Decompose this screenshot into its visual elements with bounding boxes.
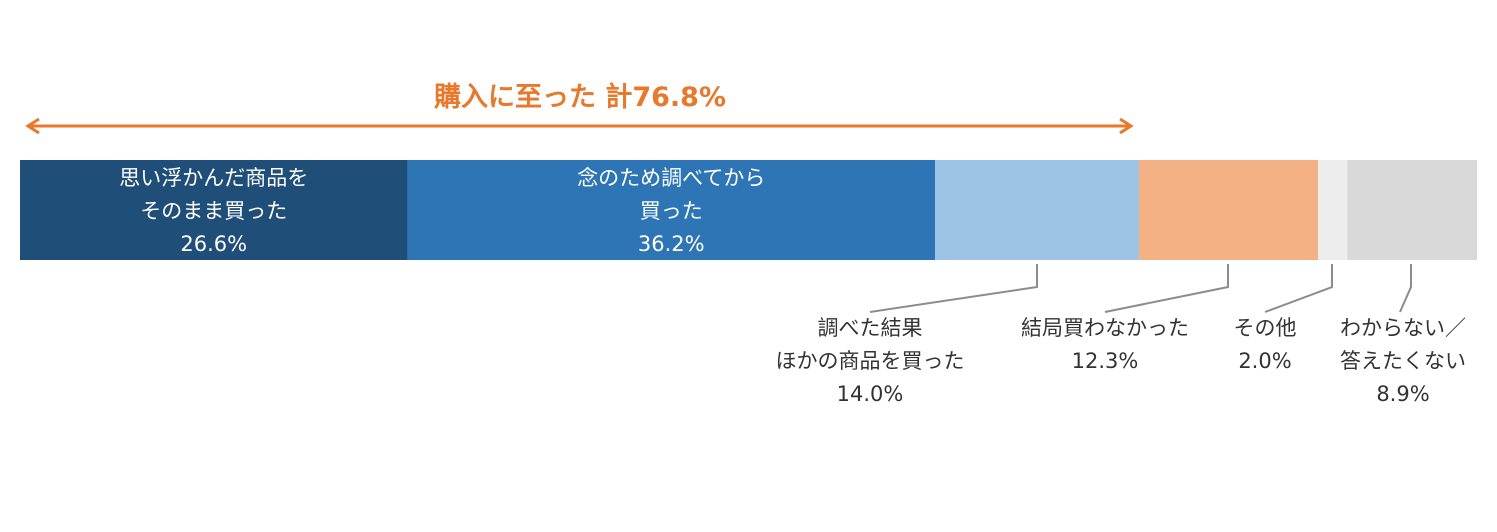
segment-3-value: 14.0%	[837, 382, 904, 406]
segment-5-value: 2.0%	[1238, 349, 1291, 373]
segment-2-value: 36.2%	[638, 232, 705, 256]
segment-5-label-1: その他	[1234, 316, 1297, 340]
segment-2-label-1: 念のため調べてから	[577, 166, 765, 190]
bar-segment-5	[1318, 160, 1348, 260]
segment-6-label-2: 答えたくない	[1340, 349, 1466, 373]
purchase-bracket	[25, 117, 1134, 135]
segment-3-label-2: ほかの商品を買った	[776, 349, 965, 373]
bar-segment-3	[934, 160, 1139, 260]
bar-segment-1	[20, 160, 408, 260]
bar-segment-2	[407, 160, 935, 260]
segment-3-leader-line	[869, 264, 1038, 313]
segment-1-label-2: そのまま買った	[140, 199, 287, 223]
segment-1-label-1: 思い浮かんだ商品を	[119, 166, 308, 190]
bar-segment-6	[1347, 160, 1477, 260]
segment-6-value: 8.9%	[1376, 382, 1429, 406]
segment-4-value: 12.3%	[1072, 349, 1139, 373]
bar-segments	[20, 160, 1477, 260]
segment-6-leader-line	[1399, 264, 1412, 313]
segment-5-leader-line	[1264, 264, 1333, 313]
bracket-arrow-right	[1119, 117, 1134, 135]
chart-headline: 購入に至った 計76.8%	[434, 81, 726, 113]
bar-segment-4	[1138, 160, 1319, 260]
segment-4-leader-line	[1104, 264, 1229, 313]
segment-4-label-1: 結局買わなかった	[1021, 316, 1189, 340]
segment-3-label-1: 調べた結果	[818, 316, 923, 340]
segment-1-value: 26.6%	[180, 232, 247, 256]
segment-6-label-1: わからない／	[1340, 316, 1466, 340]
bracket-arrow-left	[25, 117, 40, 135]
segment-2-label-2: 買った	[640, 199, 703, 223]
